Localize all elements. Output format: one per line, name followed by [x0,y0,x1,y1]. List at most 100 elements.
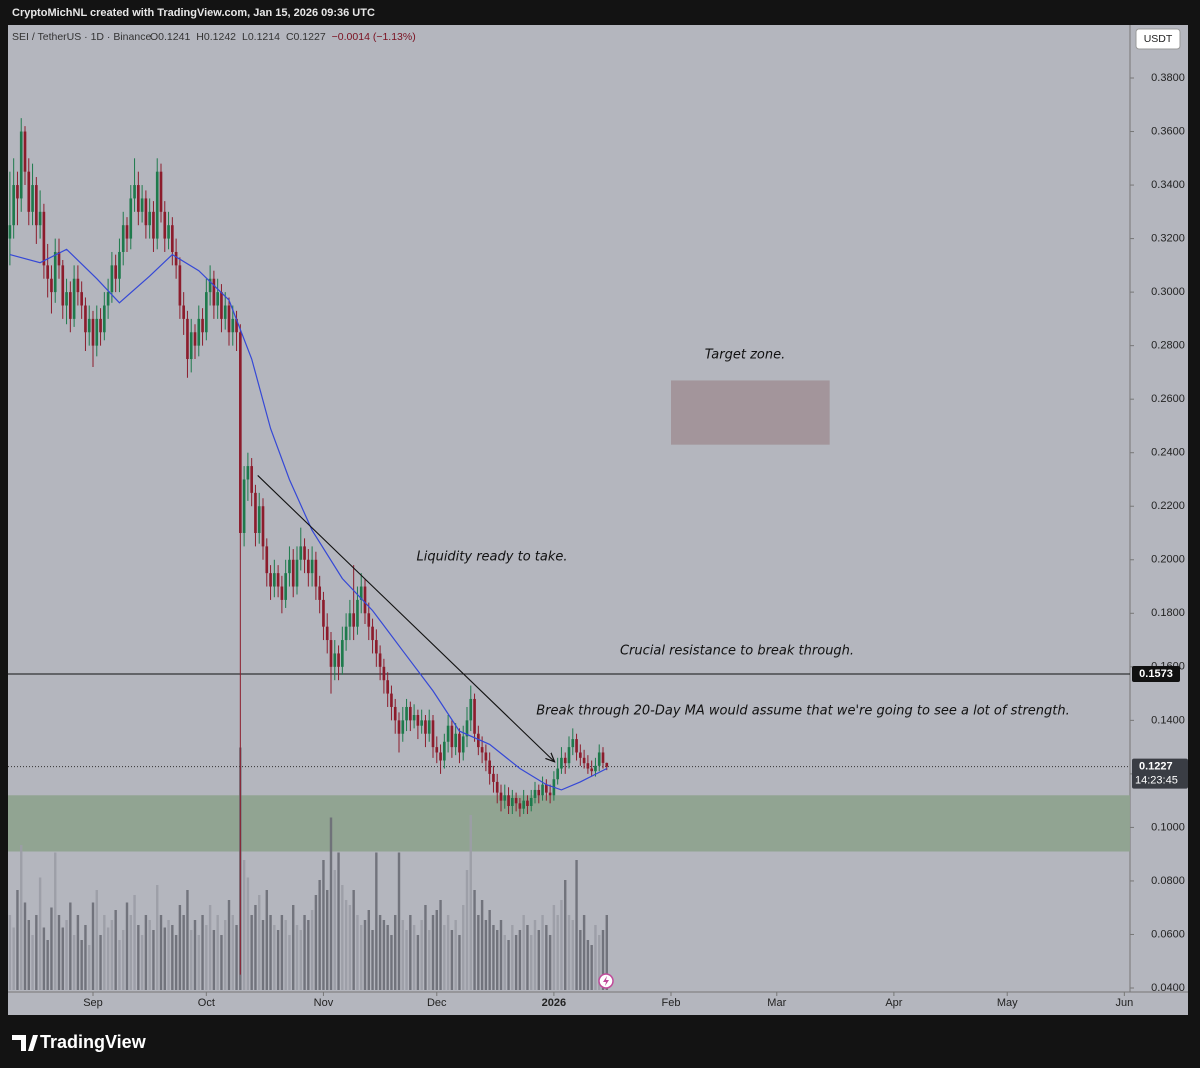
candle-body [35,185,38,226]
footer [8,1015,1188,1068]
volume-bar [288,935,291,990]
candle-body [310,559,314,574]
volume-bar [167,920,170,990]
volume-bar [371,930,374,990]
volume-bar [8,915,12,990]
volume-bar [54,852,57,990]
volume-bar [235,925,238,990]
candle-body [61,265,65,306]
candle-body [514,797,518,804]
volume-bar [38,877,42,990]
candle-body [299,546,303,560]
volume-bar [541,915,544,990]
candle-body [16,185,19,199]
volume-bar [265,890,268,990]
volume-bar [307,920,310,990]
volume-bar [526,925,529,990]
volume-bar [537,930,540,990]
candle-body [537,789,541,796]
candle-body [12,185,15,226]
candle-body [420,720,423,726]
y-tick-label: 0.3200 [1151,232,1185,244]
volume-bar [144,915,148,990]
candle-body [91,318,95,346]
volume-bar [605,915,608,990]
y-tick-label: 0.3400 [1151,179,1185,191]
volume-bar [511,925,514,990]
annotation: Crucial resistance to break through. [620,644,854,659]
candle-body [571,739,575,748]
volume-bar [424,905,427,990]
volume-bar [348,905,352,990]
candle-body [329,640,333,667]
candle-body [375,640,378,654]
candle-body [477,733,480,748]
candle-body [597,752,601,766]
symbol: SEI / TetherUS · 1D · Binance [12,31,151,43]
candle-body [246,466,250,480]
candle-body [53,251,57,293]
volume-bar [84,925,87,990]
candle-body [341,640,344,667]
candle-body [133,185,136,199]
candle-body [503,795,507,801]
volume-bar [344,900,348,990]
candle-body [405,706,408,721]
volume-bar [322,860,325,990]
volume-bar [318,880,321,990]
volume-bar [435,910,438,990]
candle-body [50,278,53,293]
volume-bar [310,910,314,990]
candle-body [318,586,321,600]
candle-body [273,573,276,587]
candle-body [348,613,352,627]
volume-bar [231,915,234,990]
y-tick-label: 0.2400 [1151,447,1185,459]
candle-body [548,792,552,796]
candle-body [23,131,27,172]
volume-bar [42,927,46,990]
x-tick-label: 2026 [542,997,566,1009]
candle-body [435,747,439,753]
candle-body [197,318,201,346]
candle-body [427,720,431,734]
volume-bar [193,920,197,990]
candle-body [575,739,578,753]
candle-body [118,251,121,279]
volume-bar [477,915,480,990]
quote-value: H0.1242 [196,31,236,43]
candle-body [288,559,291,574]
volume-bar [205,925,208,990]
volume-bar [458,935,461,990]
volume-bar [412,925,416,990]
candle-body [152,211,155,239]
candle-body [386,680,389,694]
volume-bar [560,900,563,990]
candle-body [193,332,197,346]
candle-body [148,211,151,226]
volume-bar [254,905,257,990]
candle-body [163,211,167,239]
volume-bar [76,915,80,990]
candle-body [359,586,363,600]
volume-bar [276,930,280,990]
candle-body [325,626,329,641]
trendline [257,475,555,761]
x-tick-label: Nov [314,997,334,1009]
candle-body [458,733,461,753]
candle-body [484,752,488,761]
x-tick-label: Dec [427,997,447,1009]
volume-bar [446,915,450,990]
volume-bar [386,925,389,990]
candle-body [469,698,473,721]
volume-bar [382,920,386,990]
volume-bar [152,930,155,990]
candle-body [492,773,495,782]
volume-bar [118,940,121,990]
annotation: Break through 20-Day MA would assume tha… [536,704,1070,719]
candle-body [212,278,216,306]
candle-body [409,706,412,721]
volume-bar [69,902,72,990]
candle-body [416,715,420,726]
volume-bar [65,920,68,990]
